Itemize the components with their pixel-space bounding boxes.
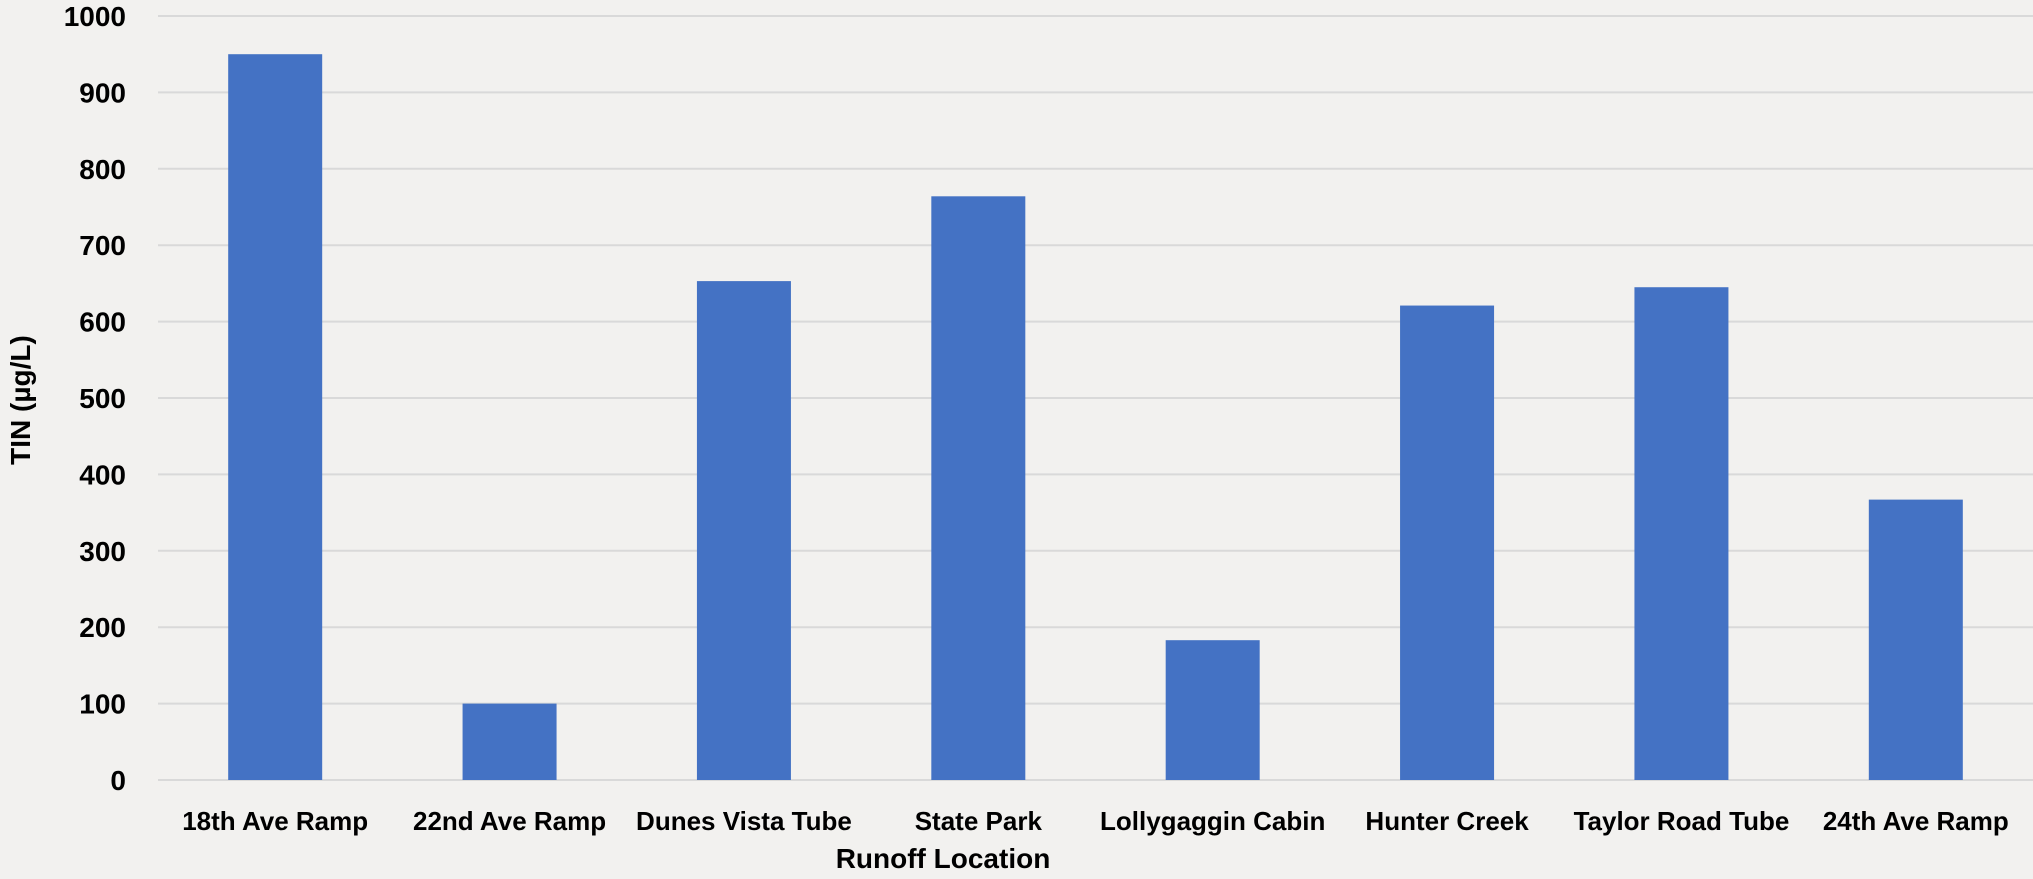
- bar: [228, 54, 323, 780]
- x-tick-label: Taylor Road Tube: [1574, 806, 1790, 836]
- x-tick-label: Hunter Creek: [1365, 806, 1529, 836]
- bars: [228, 54, 1963, 780]
- x-tick-label: Lollygaggin Cabin: [1100, 806, 1325, 836]
- y-tick-label: 800: [79, 154, 126, 185]
- y-tick-label: 700: [79, 230, 126, 261]
- bar: [462, 703, 557, 780]
- y-axis-ticks: 0 100 200 300 400 500 600 700 800 900 1000: [64, 1, 126, 796]
- y-tick-label: 500: [79, 383, 126, 414]
- y-tick-label: 300: [79, 536, 126, 567]
- gridlines: [158, 15, 2033, 781]
- bar: [1634, 287, 1729, 780]
- x-axis-title: Runoff Location: [836, 843, 1051, 874]
- bar: [1165, 640, 1260, 780]
- y-tick-label: 100: [79, 689, 126, 720]
- y-tick-label: 1000: [64, 1, 126, 32]
- x-tick-label: Dunes Vista Tube: [636, 806, 852, 836]
- y-tick-label: 200: [79, 612, 126, 643]
- x-axis-ticks: 18th Ave Ramp 22nd Ave Ramp Dunes Vista Tu…: [182, 806, 2009, 836]
- bar: [931, 196, 1026, 780]
- bar: [696, 281, 791, 780]
- y-tick-label: 900: [79, 77, 126, 108]
- y-tick-label: 400: [79, 459, 126, 490]
- y-tick-label: 0: [110, 765, 126, 796]
- x-tick-label: 22nd Ave Ramp: [413, 806, 606, 836]
- y-tick-label: 600: [79, 307, 126, 338]
- x-tick-label: 24th Ave Ramp: [1823, 806, 2009, 836]
- x-tick-label: State Park: [915, 806, 1043, 836]
- bar: [1400, 305, 1495, 780]
- y-axis-title: TIN (µg/L): [5, 335, 36, 465]
- x-tick-label: 18th Ave Ramp: [182, 806, 368, 836]
- bar: [1868, 499, 1963, 780]
